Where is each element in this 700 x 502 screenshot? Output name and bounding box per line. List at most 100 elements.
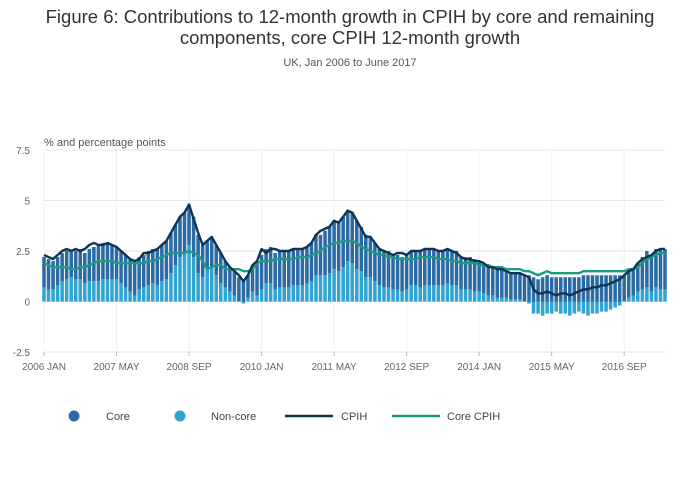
core-bar xyxy=(309,242,314,282)
legend-marker xyxy=(68,410,80,422)
core-bar xyxy=(536,279,540,302)
non-core-bar xyxy=(42,287,46,302)
core-bar xyxy=(277,251,282,288)
x-tick-label: 2006 JAN xyxy=(22,362,66,373)
non-core-bar xyxy=(196,273,200,302)
non-core-bar xyxy=(255,295,259,302)
non-core-bar xyxy=(114,279,119,302)
non-core-bar xyxy=(83,283,87,302)
non-core-bar xyxy=(318,275,323,302)
non-core-bar xyxy=(409,285,413,302)
core-bar xyxy=(472,259,477,292)
legend-label: CPIH xyxy=(341,411,367,423)
core-bar xyxy=(481,263,486,294)
non-core-bar xyxy=(391,289,395,302)
core-bar xyxy=(141,255,146,288)
non-core-bar xyxy=(486,295,490,302)
core-bar xyxy=(55,257,60,286)
y-tick-label: 5 xyxy=(24,197,30,208)
non-core-bar xyxy=(608,301,613,310)
non-core-bar xyxy=(536,301,540,314)
core-bar xyxy=(250,265,255,292)
core-bar xyxy=(654,248,658,288)
core-bar xyxy=(173,224,178,266)
core-bar xyxy=(518,273,522,300)
core-bar xyxy=(599,275,604,302)
core-bar xyxy=(386,251,391,288)
non-core-bar xyxy=(69,277,73,302)
core-bar xyxy=(350,212,355,264)
non-core-bar xyxy=(264,283,268,302)
non-core-bar xyxy=(631,295,636,302)
non-core-bar xyxy=(291,285,296,302)
non-core-bar xyxy=(436,285,441,302)
non-core-bar xyxy=(581,301,586,314)
non-core-bar xyxy=(336,271,341,302)
non-core-bar xyxy=(160,281,164,302)
non-core-bar xyxy=(268,283,273,302)
core-bar xyxy=(382,251,386,288)
core-bar xyxy=(178,216,182,258)
core-bar xyxy=(305,246,309,284)
y-tick-label: 0 xyxy=(24,298,30,309)
non-core-bar xyxy=(314,275,318,302)
core-bar xyxy=(96,244,101,282)
non-core-bar xyxy=(327,273,332,302)
non-core-bar xyxy=(141,287,146,302)
core-bar xyxy=(151,248,155,284)
core-bar xyxy=(572,277,577,302)
core-bar xyxy=(336,222,341,272)
y-axis-label: % and percentage points xyxy=(44,137,166,149)
non-core-bar xyxy=(105,279,110,302)
core-bar xyxy=(164,240,169,280)
non-core-bar xyxy=(359,271,364,302)
core-bar xyxy=(645,251,649,288)
non-core-bar xyxy=(654,287,658,302)
non-core-bar xyxy=(468,289,472,302)
non-core-bar xyxy=(450,285,454,302)
non-core-bar xyxy=(649,291,654,302)
non-core-bar xyxy=(110,279,114,302)
core-bar xyxy=(577,277,581,302)
non-core-bar xyxy=(500,297,504,302)
non-core-bar xyxy=(78,279,83,302)
x-tick-label: 2014 JAN xyxy=(457,362,501,373)
non-core-bar xyxy=(277,287,282,302)
non-core-bar xyxy=(214,275,219,302)
grid-lines xyxy=(43,149,665,353)
core-bar xyxy=(463,257,468,290)
non-core-bar xyxy=(300,285,305,302)
legend-item-core: Core xyxy=(68,410,130,423)
legend-label: Core CPIH xyxy=(447,411,500,423)
x-tick-label: 2015 MAY xyxy=(529,362,575,373)
non-core-bar xyxy=(155,285,160,302)
core-bar xyxy=(663,248,667,290)
non-core-bar xyxy=(296,285,300,302)
non-core-bar xyxy=(418,287,422,302)
core-bar xyxy=(287,251,291,288)
x-tick-label: 2012 SEP xyxy=(384,362,429,373)
core-bar xyxy=(160,244,164,282)
non-core-bar xyxy=(132,295,137,302)
non-core-bar xyxy=(531,301,536,314)
core-bar xyxy=(400,257,404,292)
non-core-bar xyxy=(413,285,418,302)
legend-item-non-core: Non-core xyxy=(174,410,256,423)
core-bar xyxy=(617,275,622,302)
non-core-bar xyxy=(309,281,314,302)
core-bar xyxy=(626,271,631,298)
non-core-bar xyxy=(205,269,209,302)
core-bar xyxy=(137,257,141,290)
non-core-bar xyxy=(382,287,386,302)
non-core-bar xyxy=(92,281,96,302)
core-bar xyxy=(608,275,613,302)
core-bar xyxy=(549,277,554,302)
non-core-bar xyxy=(636,291,640,302)
core-bar xyxy=(568,277,572,302)
non-core-bar xyxy=(504,297,509,302)
core-bar xyxy=(354,220,359,270)
non-core-bar xyxy=(540,301,545,316)
core-bar xyxy=(486,265,490,296)
